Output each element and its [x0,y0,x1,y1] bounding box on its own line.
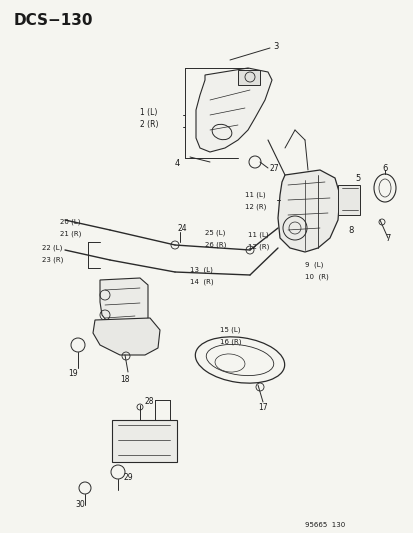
Text: 29: 29 [124,473,133,482]
Polygon shape [277,170,339,252]
Text: 25 (L): 25 (L) [204,230,225,236]
Text: 14  (R): 14 (R) [190,279,213,285]
Text: 3: 3 [272,42,278,51]
Text: 21 (R): 21 (R) [60,231,81,237]
Text: 2 (R): 2 (R) [140,119,158,128]
Text: 10  (R): 10 (R) [304,274,328,280]
Text: 18: 18 [120,376,129,384]
Text: 22 (L): 22 (L) [42,245,62,251]
Text: 8: 8 [347,225,353,235]
Text: 5: 5 [354,174,359,182]
Text: 19: 19 [68,368,78,377]
Text: 13  (L): 13 (L) [190,266,212,273]
Text: 24: 24 [178,223,187,232]
Text: 9  (L): 9 (L) [304,262,323,268]
Text: 27: 27 [269,164,279,173]
Text: 12 (R): 12 (R) [244,204,266,210]
Text: 4: 4 [175,158,180,167]
Bar [337,185,359,215]
Text: 11 (L): 11 (L) [247,232,268,238]
Text: 23 (R): 23 (R) [42,257,63,263]
Text: 1 (L): 1 (L) [140,108,157,117]
Text: 11 (L): 11 (L) [244,192,265,198]
Text: 12 (R): 12 (R) [247,244,269,251]
Polygon shape [93,318,159,355]
Text: 6: 6 [381,164,387,173]
Polygon shape [100,278,147,328]
Bar [237,70,259,85]
Polygon shape [195,68,271,152]
Text: DCS−130: DCS−130 [14,12,93,28]
Text: 15 (L): 15 (L) [219,327,240,333]
Text: 7: 7 [384,233,389,243]
Bar [112,420,177,462]
Text: 20 (L): 20 (L) [60,219,80,225]
Text: 28: 28 [145,398,154,407]
Text: 30: 30 [75,500,85,510]
Text: 26 (R): 26 (R) [204,242,226,248]
Text: 17: 17 [257,403,267,413]
Text: 95665  130: 95665 130 [304,522,344,528]
Text: 16 (R): 16 (R) [219,339,241,345]
